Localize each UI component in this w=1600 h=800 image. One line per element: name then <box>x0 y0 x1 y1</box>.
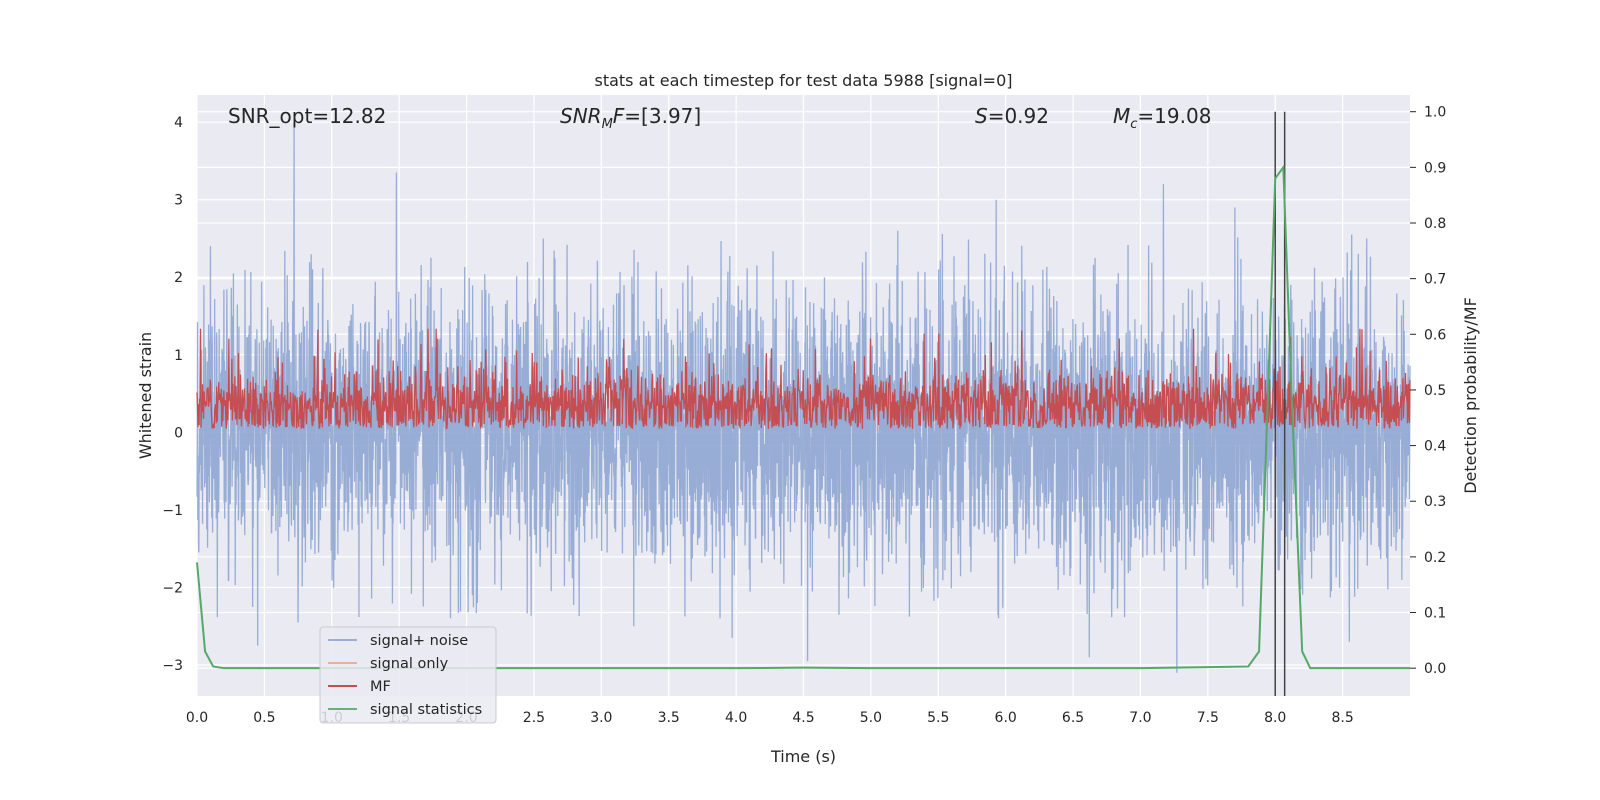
snr-mf-label: SNR <box>560 104 602 128</box>
legend-entry-signal-noise: signal+ noise <box>328 633 468 649</box>
snr-mf-value: =[3.97] <box>624 104 701 128</box>
snr-mf-subscript: M <box>602 117 613 132</box>
x-tick-label: 8.0 <box>1264 710 1286 726</box>
s-value: =0.92 <box>988 104 1049 128</box>
y-left-tick-label: 0 <box>174 425 183 441</box>
y-right-tick-label: 0.9 <box>1424 160 1446 176</box>
plot-content <box>196 111 1411 696</box>
legend-entry-mf: MF <box>328 679 391 695</box>
legend-label-signal-statistics: signal statistics <box>370 702 482 718</box>
x-tick-label: 7.5 <box>1197 710 1219 726</box>
right-axis-label: Detection probability/MF <box>1461 297 1480 494</box>
y-right-tick-label: 0.6 <box>1424 327 1446 343</box>
y-right-tick-label: 0.7 <box>1424 272 1446 288</box>
x-axis-label: Time (s) <box>770 747 836 766</box>
x-tick-label: 5.0 <box>860 710 882 726</box>
legend-box <box>319 626 497 724</box>
y-right-tick-label: 0.2 <box>1424 550 1446 566</box>
y-right-tick-label: 0.5 <box>1424 383 1446 399</box>
x-tick-label: 0.0 <box>186 710 208 726</box>
x-tick-label: 7.0 <box>1129 710 1151 726</box>
right-axis-ticks: 0.0 0.1 0.2 0.3 0.4 0.5 0.6 0.7 0.8 0.9 1.0 <box>1410 105 1446 677</box>
left-axis-label: Whitened strain <box>136 332 155 459</box>
annotation-snr-mf: SNRMF=[3.97] <box>560 104 701 132</box>
y-left-tick-label: 2 <box>174 270 183 286</box>
series-mf-line <box>196 328 1411 430</box>
series-signal-noise-line <box>196 122 1411 673</box>
y-left-tick-label: −3 <box>162 658 183 674</box>
x-tick-label: 5.5 <box>927 710 949 726</box>
annotation-snr-opt: SNR_opt=12.82 <box>228 104 386 128</box>
y-right-tick-label: 1.0 <box>1424 105 1446 121</box>
annotation-s: S=0.92 <box>975 104 1049 128</box>
y-left-tick-label: −1 <box>162 503 183 519</box>
y-left-tick-label: 3 <box>174 193 183 209</box>
legend-entry-signal-statistics: signal statistics <box>328 702 482 718</box>
left-axis-ticks: −3 −2 −1 0 1 2 3 4 <box>162 115 183 674</box>
legend-label-signal-noise: signal+ noise <box>370 633 468 649</box>
chart-title: stats at each timestep for test data 598… <box>594 71 1012 90</box>
y-right-tick-label: 0.1 <box>1424 606 1446 622</box>
s-label: S <box>975 104 988 128</box>
y-right-tick-label: 0.0 <box>1424 661 1446 677</box>
annotation-mc: Mc=19.08 <box>1113 104 1211 132</box>
y-right-tick-label: 0.4 <box>1424 439 1446 455</box>
x-tick-label: 4.0 <box>725 710 747 726</box>
mc-value: =19.08 <box>1137 104 1211 128</box>
x-tick-label: 3.0 <box>590 710 612 726</box>
x-tick-label: 2.5 <box>523 710 545 726</box>
y-right-tick-label: 0.3 <box>1424 494 1446 510</box>
y-right-tick-label: 0.8 <box>1424 216 1446 232</box>
x-tick-label: 4.5 <box>792 710 814 726</box>
legend: signal+ noise signal only MF signal stat… <box>319 626 497 724</box>
snr-mf-suffix: F <box>613 104 625 128</box>
y-left-tick-label: 1 <box>174 348 183 364</box>
legend-label-mf: MF <box>370 679 391 695</box>
x-tick-label: 3.5 <box>658 710 680 726</box>
legend-label-signal-only: signal only <box>370 656 449 672</box>
y-left-tick-label: 4 <box>174 115 183 131</box>
x-tick-label: 6.0 <box>995 710 1017 726</box>
series-signal-statistics-line <box>196 164 1410 670</box>
mc-subscript: c <box>1130 117 1137 132</box>
x-tick-label: 0.5 <box>253 710 275 726</box>
x-tick-label: 6.5 <box>1062 710 1084 726</box>
mc-label: M <box>1113 104 1130 128</box>
y-left-tick-label: −2 <box>162 580 183 596</box>
legend-entry-signal-only: signal only <box>328 656 449 672</box>
x-tick-label: 8.5 <box>1331 710 1353 726</box>
